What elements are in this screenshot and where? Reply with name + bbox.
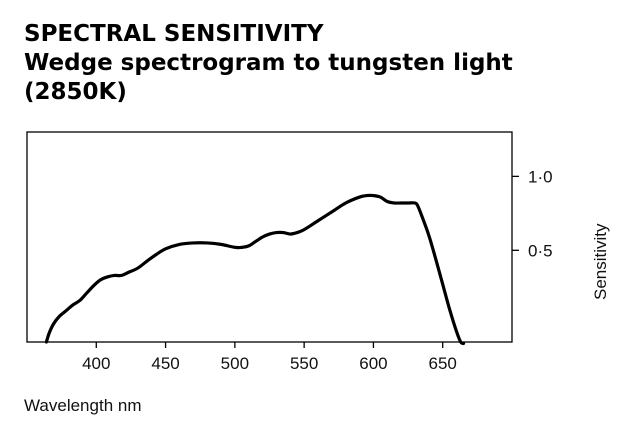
x-axis-label: Wavelength nm — [24, 396, 141, 415]
x-tick-label: 550 — [290, 354, 318, 373]
y-axis-label: Sensitivity — [591, 223, 610, 300]
y-tick-label: 0·5 — [528, 241, 553, 260]
sensitivity-curve — [44, 193, 466, 346]
x-tick-label: 600 — [359, 354, 387, 373]
y-axis-ticks: 0·5 1·0 — [512, 167, 553, 260]
x-tick-label: 500 — [221, 354, 249, 373]
x-tick-label: 650 — [429, 354, 457, 373]
chart-title-line: SPECTRAL SENSITIVITY — [24, 21, 324, 47]
y-tick-label: 1·0 — [528, 167, 553, 186]
plot-frame — [26, 131, 513, 343]
chart-title-line: Wedge spectrogram to tungsten light — [24, 50, 513, 76]
x-tick-label: 450 — [151, 354, 179, 373]
chart-title: SPECTRAL SENSITIVITY Wedge spectrogram to… — [24, 20, 513, 107]
x-tick-label: 400 — [82, 354, 110, 373]
chart-title-line: (2850K) — [24, 79, 127, 105]
x-axis-ticks: 400 450 500 550 600 650 — [82, 342, 457, 373]
